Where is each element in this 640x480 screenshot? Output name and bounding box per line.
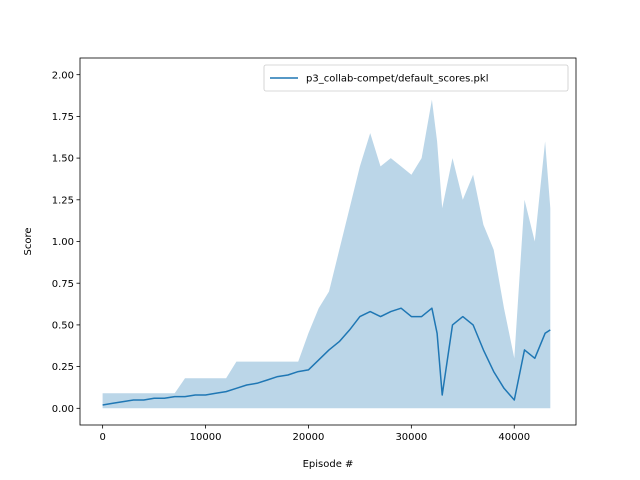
x-tick-label: 40000 xyxy=(498,432,530,443)
x-tick-label: 0 xyxy=(99,432,105,443)
x-tick-label: 20000 xyxy=(293,432,325,443)
y-axis-label: Score xyxy=(23,227,34,255)
axes-frame xyxy=(79,57,577,426)
y-axis: 0.00 0.25 0.50 0.75 1.00 1.25 1.50 1.75 2.00 xyxy=(52,70,80,415)
x-tick-label: 10000 xyxy=(190,432,222,443)
y-tick-label: 0.25 xyxy=(52,362,74,373)
legend-box xyxy=(263,64,569,92)
y-tick-label: 1.75 xyxy=(52,112,74,123)
plot-area xyxy=(102,99,551,409)
x-axis: 0 10000 20000 30000 40000 xyxy=(99,425,530,443)
y-tick-label: 2.00 xyxy=(52,70,74,81)
x-axis-label: Episode # xyxy=(303,459,354,470)
legend: p3_collab-compet/default_scores.pkl xyxy=(263,64,569,92)
y-tick-label: 0.75 xyxy=(52,279,74,290)
x-tick-label: 30000 xyxy=(395,432,427,443)
y-tick-label: 1.00 xyxy=(52,237,74,248)
legend-label: p3_collab-compet/default_scores.pkl xyxy=(306,74,488,85)
series-0-range-band xyxy=(102,99,551,409)
y-tick-label: 0.00 xyxy=(52,404,74,415)
y-tick-label: 1.25 xyxy=(52,195,74,206)
y-tick-label: 0.50 xyxy=(52,321,74,332)
y-tick-label: 1.50 xyxy=(52,154,74,165)
series-0-mean-line xyxy=(102,307,551,406)
